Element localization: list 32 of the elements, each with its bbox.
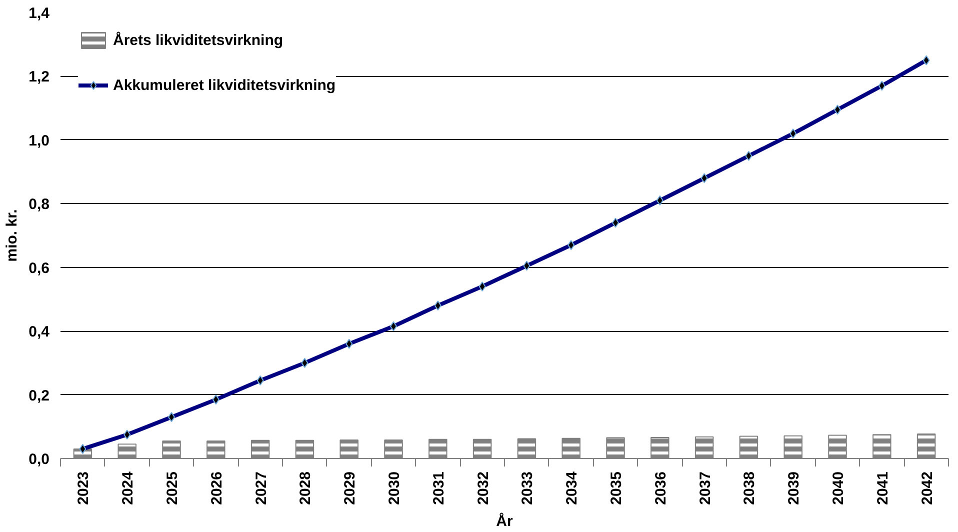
legend-label: Årets likviditetsvirkning (113, 32, 284, 48)
x-tick-label: 2037 (696, 471, 714, 505)
x-tick-label: 2026 (208, 471, 226, 505)
x-tick-label: 2027 (252, 471, 270, 505)
y-tick-label: 0,4 (28, 324, 50, 341)
y-tick-label: 1,0 (28, 132, 50, 150)
x-axis-title: År (496, 512, 513, 530)
y-tick-label: 1,2 (28, 68, 50, 86)
x-tick-label: 2040 (830, 471, 847, 505)
x-tick-label: 2030 (386, 471, 403, 505)
x-tick-label: 2039 (786, 471, 803, 505)
x-tick-label: 2031 (430, 471, 448, 505)
x-tick-label: 2035 (608, 471, 625, 505)
x-tick-label: 2023 (75, 471, 92, 505)
y-tick-label: 0,2 (28, 387, 50, 404)
x-tick-label: 2025 (164, 471, 181, 505)
x-tick-label: 2041 (874, 471, 892, 505)
x-tick-label: 2033 (519, 471, 536, 505)
x-tick-label: 2034 (564, 470, 581, 505)
x-tick-label: 2032 (474, 471, 492, 505)
x-tick-label: 2036 (652, 471, 670, 505)
y-tick-label: 0,0 (28, 451, 50, 468)
y-axis-title: mio. kr. (4, 209, 21, 262)
x-tick-label: 2038 (741, 471, 758, 505)
legend-label: Akkumuleret likviditetsvirkning (113, 76, 336, 94)
y-tick-label: 1,4 (28, 5, 50, 22)
y-tick-label: 0,8 (28, 196, 50, 214)
x-tick-label: 2028 (297, 471, 314, 505)
x-tick-label: 2042 (918, 471, 936, 505)
y-tick-label: 0,6 (28, 260, 50, 277)
x-tick-label: 2029 (342, 471, 359, 505)
x-tick-label: 2024 (120, 470, 137, 505)
